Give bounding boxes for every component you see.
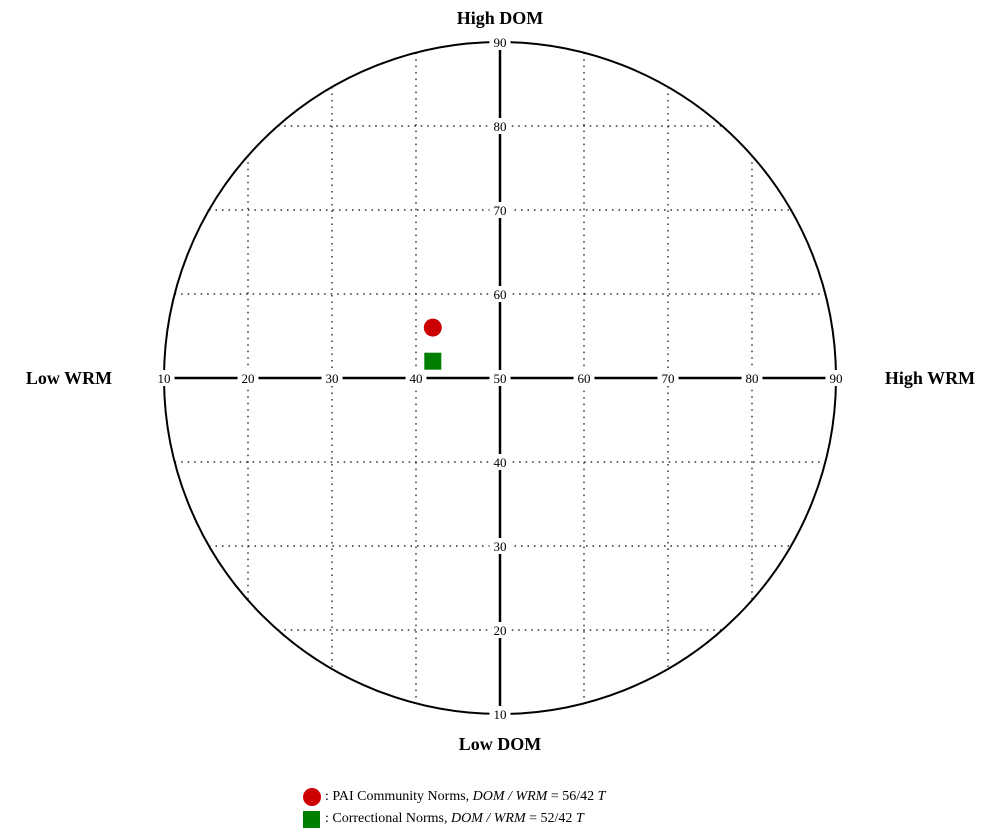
x-axis-high-label: High WRM bbox=[885, 368, 975, 388]
tick-label: 10 bbox=[158, 371, 171, 386]
tick-label: 60 bbox=[494, 287, 507, 302]
data-point-square bbox=[424, 353, 441, 370]
legend-square-marker bbox=[303, 811, 320, 828]
tick-label: 20 bbox=[494, 623, 507, 638]
circumplex-chart: 10 20 30 40 50 60 70 80 90 10 20 30 40 60 70 80 90 High … bbox=[0, 0, 992, 780]
legend-text: : Correctional Norms, DOM / WRM = 52/42 … bbox=[325, 808, 584, 830]
tick-label: 70 bbox=[662, 371, 675, 386]
tick-label: 20 bbox=[242, 371, 255, 386]
tick-label: 40 bbox=[494, 455, 507, 470]
tick-label: 90 bbox=[494, 35, 507, 50]
tick-label: 80 bbox=[494, 119, 507, 134]
tick-label: 30 bbox=[326, 371, 339, 386]
data-point-circle bbox=[424, 319, 442, 337]
tick-label: 40 bbox=[410, 371, 423, 386]
tick-label: 10 bbox=[494, 707, 507, 722]
tick-label: 90 bbox=[830, 371, 843, 386]
x-axis-low-label: Low WRM bbox=[26, 368, 112, 388]
tick-label: 30 bbox=[494, 539, 507, 554]
legend: : PAI Community Norms, DOM / WRM = 56/42… bbox=[303, 786, 605, 830]
legend-text: : PAI Community Norms, DOM / WRM = 56/42… bbox=[325, 786, 605, 808]
legend-item-correctional: : Correctional Norms, DOM / WRM = 52/42 … bbox=[303, 808, 605, 830]
tick-label: 50 bbox=[494, 371, 507, 386]
y-axis-low-label: Low DOM bbox=[459, 734, 542, 754]
legend-circle-marker bbox=[303, 788, 321, 806]
tick-label: 60 bbox=[578, 371, 591, 386]
y-axis-high-label: High DOM bbox=[457, 8, 544, 28]
legend-item-community: : PAI Community Norms, DOM / WRM = 56/42… bbox=[303, 786, 605, 808]
data-points bbox=[424, 319, 442, 370]
tick-label: 70 bbox=[494, 203, 507, 218]
tick-label: 80 bbox=[746, 371, 759, 386]
